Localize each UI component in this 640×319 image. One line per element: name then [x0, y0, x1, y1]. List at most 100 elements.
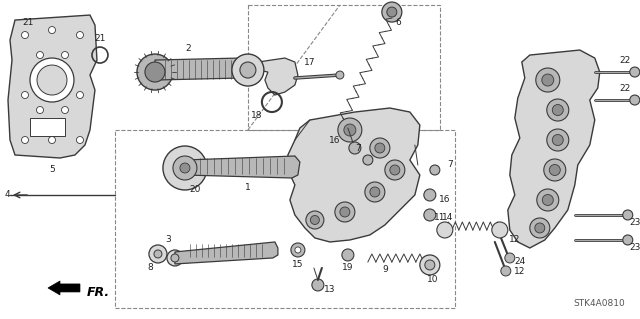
Text: 13: 13	[324, 286, 335, 294]
Circle shape	[291, 243, 305, 257]
Text: 16: 16	[439, 196, 451, 204]
Text: 23: 23	[629, 219, 640, 227]
Circle shape	[542, 74, 554, 86]
Circle shape	[36, 52, 44, 59]
Polygon shape	[175, 242, 278, 264]
Circle shape	[365, 182, 385, 202]
Polygon shape	[258, 58, 298, 95]
Text: 22: 22	[619, 84, 630, 93]
Circle shape	[430, 165, 440, 175]
Circle shape	[36, 107, 44, 114]
Circle shape	[544, 159, 566, 181]
Circle shape	[630, 67, 640, 77]
Circle shape	[232, 54, 264, 86]
Circle shape	[370, 187, 380, 197]
Circle shape	[349, 142, 361, 154]
Polygon shape	[155, 58, 252, 80]
Circle shape	[22, 32, 29, 39]
Text: 8: 8	[147, 263, 153, 272]
Circle shape	[387, 7, 397, 17]
Text: 22: 22	[619, 56, 630, 64]
Circle shape	[382, 2, 402, 22]
Circle shape	[420, 255, 440, 275]
Text: 3: 3	[165, 235, 171, 244]
Circle shape	[49, 26, 56, 33]
Text: 21: 21	[22, 18, 34, 26]
FancyArrow shape	[48, 281, 80, 295]
Circle shape	[240, 62, 256, 78]
Polygon shape	[185, 156, 300, 178]
Circle shape	[295, 247, 301, 253]
Circle shape	[535, 223, 545, 233]
Circle shape	[424, 209, 436, 221]
Circle shape	[342, 249, 354, 261]
Circle shape	[424, 189, 436, 201]
Circle shape	[338, 118, 362, 142]
Circle shape	[492, 222, 508, 238]
Polygon shape	[8, 15, 97, 158]
Text: 20: 20	[189, 185, 200, 195]
Circle shape	[623, 235, 633, 245]
Circle shape	[22, 137, 29, 144]
Text: STK4A0810: STK4A0810	[573, 299, 625, 308]
Text: 9: 9	[382, 265, 388, 274]
Text: 5: 5	[49, 166, 55, 174]
Circle shape	[76, 32, 83, 39]
Circle shape	[76, 137, 83, 144]
Text: 11: 11	[434, 213, 445, 222]
Circle shape	[501, 266, 511, 276]
Circle shape	[312, 279, 324, 291]
Text: 2: 2	[185, 43, 191, 53]
Circle shape	[310, 215, 319, 225]
Circle shape	[542, 195, 554, 205]
Circle shape	[61, 52, 68, 59]
Circle shape	[335, 202, 355, 222]
Circle shape	[340, 207, 350, 217]
Text: 14: 14	[442, 213, 454, 222]
Circle shape	[505, 253, 515, 263]
Circle shape	[547, 129, 569, 151]
Circle shape	[537, 189, 559, 211]
Polygon shape	[508, 50, 600, 248]
Circle shape	[336, 71, 344, 79]
Text: 21: 21	[94, 33, 106, 42]
Circle shape	[149, 245, 167, 263]
Circle shape	[49, 137, 56, 144]
Text: 6: 6	[395, 18, 401, 26]
Circle shape	[375, 143, 385, 153]
Circle shape	[623, 210, 633, 220]
Circle shape	[390, 165, 400, 175]
Text: 7: 7	[355, 144, 361, 152]
Text: 18: 18	[251, 110, 262, 120]
Circle shape	[37, 65, 67, 95]
Circle shape	[549, 165, 560, 175]
Circle shape	[630, 95, 640, 105]
Text: 15: 15	[292, 260, 303, 270]
Circle shape	[363, 155, 373, 165]
Circle shape	[552, 105, 563, 115]
Text: 1: 1	[245, 183, 251, 192]
Circle shape	[306, 211, 324, 229]
Circle shape	[76, 92, 83, 99]
Text: 12: 12	[509, 235, 520, 244]
Text: 24: 24	[514, 257, 525, 266]
Circle shape	[163, 146, 207, 190]
Text: 4: 4	[5, 190, 11, 199]
Circle shape	[137, 54, 173, 90]
Text: FR.: FR.	[87, 286, 110, 300]
Circle shape	[61, 107, 68, 114]
Circle shape	[167, 250, 183, 266]
Polygon shape	[288, 108, 420, 242]
Circle shape	[425, 260, 435, 270]
Text: 23: 23	[629, 243, 640, 252]
Bar	[30, 118, 65, 136]
Text: 19: 19	[342, 263, 354, 272]
Circle shape	[536, 68, 560, 92]
Circle shape	[30, 58, 74, 102]
Text: 7: 7	[447, 160, 452, 169]
Circle shape	[171, 254, 179, 262]
Circle shape	[154, 250, 162, 258]
Text: 12: 12	[514, 267, 525, 277]
Circle shape	[552, 135, 563, 145]
Circle shape	[180, 163, 190, 173]
